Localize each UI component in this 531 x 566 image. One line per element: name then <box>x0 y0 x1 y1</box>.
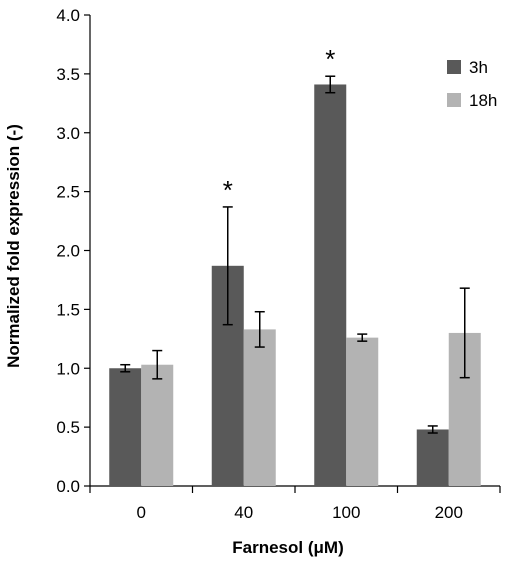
y-tick-label: 2.5 <box>56 183 80 202</box>
y-tick-label: 3.0 <box>56 124 80 143</box>
y-tick-label: 0.0 <box>56 477 80 496</box>
bar-3h-100 <box>314 84 347 486</box>
bar-18h-40 <box>243 329 276 486</box>
x-tick-label: 100 <box>332 503 360 522</box>
y-tick-label: 2.0 <box>56 242 80 261</box>
significance-marker: * <box>223 175 233 205</box>
legend-swatch-3h <box>447 60 461 74</box>
x-tick-label: 40 <box>234 503 253 522</box>
significance-marker: * <box>325 44 335 74</box>
y-tick-label: 1.5 <box>56 300 80 319</box>
y-axis-title: Normalized fold expression (-) <box>4 124 23 368</box>
legend-label-18h: 18h <box>469 91 497 110</box>
y-tick-label: 0.5 <box>56 418 80 437</box>
bar-18h-0 <box>141 364 174 486</box>
x-axis-title: Farnesol (μM) <box>232 538 343 557</box>
y-tick-label: 4.0 <box>56 6 80 25</box>
y-tick-label: 3.5 <box>56 65 80 84</box>
bar-3h-0 <box>109 368 142 486</box>
legend-label-3h: 3h <box>469 58 488 77</box>
y-tick-label: 1.0 <box>56 359 80 378</box>
x-tick-label: 0 <box>137 503 146 522</box>
x-tick-label: 200 <box>435 503 463 522</box>
bar-18h-100 <box>346 337 379 486</box>
bar-3h-200 <box>416 429 449 486</box>
legend-swatch-18h <box>447 93 461 107</box>
